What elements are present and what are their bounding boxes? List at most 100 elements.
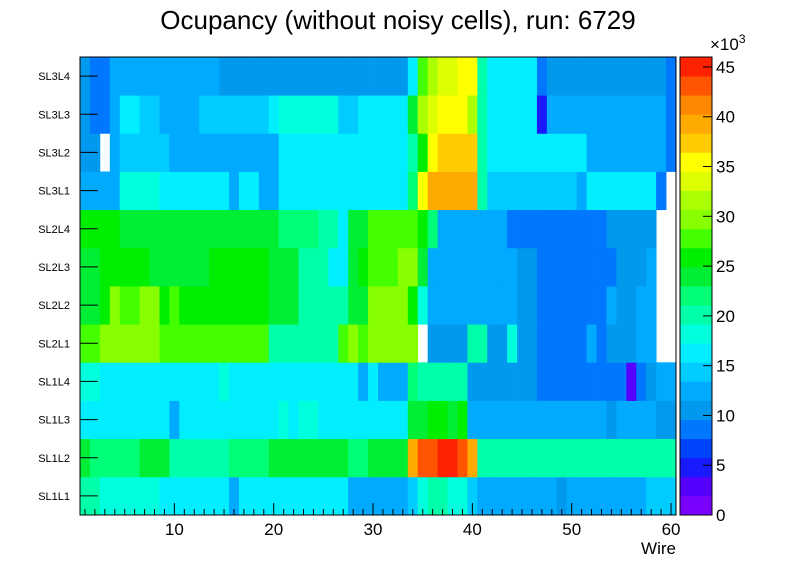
heatmap-cell: [179, 362, 190, 401]
heatmap-cell: [378, 476, 389, 516]
heatmap-cell: [397, 133, 409, 172]
heatmap-cell: [636, 324, 647, 363]
color-scale-swatch: [680, 133, 712, 153]
heatmap-cell: [397, 324, 409, 363]
color-scale-swatch: [680, 438, 712, 459]
heatmap-cell: [616, 133, 627, 172]
heatmap-cell: [288, 247, 299, 287]
heatmap-cell: [407, 286, 419, 325]
heatmap-cell: [477, 400, 488, 440]
heatmap-cell: [417, 438, 429, 478]
heatmap-cell: [437, 57, 448, 96]
heatmap-cell: [536, 324, 548, 363]
heatmap-cell: [268, 171, 280, 211]
heatmap-cell: [139, 476, 150, 516]
heatmap-cell: [189, 324, 200, 363]
heatmap-cell: [199, 209, 210, 249]
color-scale-swatch: [680, 190, 712, 211]
heatmap-cell: [278, 286, 289, 325]
heatmap-cell: [199, 438, 210, 478]
heatmap-cell: [159, 324, 170, 363]
heatmap-cell: [437, 209, 448, 249]
heatmap-cell: [308, 133, 319, 172]
heatmap-cell: [626, 438, 637, 478]
heatmap-cell: [268, 362, 280, 401]
heatmap-cell: [288, 324, 299, 363]
heatmap-cell: [109, 324, 121, 363]
heatmap-cell: [576, 286, 587, 325]
heatmap-cell: [576, 362, 587, 401]
heatmap-cell: [368, 247, 379, 287]
heatmap-cell: [119, 286, 131, 325]
heatmap-cell: [219, 324, 230, 363]
heatmap-cell: [576, 476, 587, 516]
heatmap-cell: [248, 95, 260, 134]
heatmap-cell: [258, 400, 270, 440]
heatmap-cell: [507, 438, 518, 478]
heatmap-cell: [288, 476, 299, 516]
heatmap-cell: [447, 438, 458, 478]
heatmap-cell: [487, 95, 498, 134]
heatmap-cell: [437, 400, 448, 440]
heatmap-cell: [646, 324, 657, 363]
heatmap-cell: [288, 438, 299, 478]
heatmap-cell: [467, 476, 478, 516]
heatmap-cell: [666, 133, 677, 172]
heatmap-cell: [199, 95, 210, 134]
heatmap-cell: [656, 57, 667, 96]
heatmap-cell: [298, 171, 309, 211]
heatmap-cell: [447, 171, 458, 211]
heatmap-cell: [606, 133, 617, 172]
heatmap-cell: [169, 362, 180, 401]
heatmap-cell: [109, 171, 121, 211]
heatmap-cell: [378, 95, 389, 134]
heatmap-cell: [129, 247, 140, 287]
heatmap-cell: [209, 247, 220, 287]
heatmap-cell: [556, 95, 568, 134]
heatmap-cell: [487, 476, 498, 516]
color-scale-label: 5: [716, 456, 725, 475]
color-scale-swatch: [680, 247, 712, 268]
heatmap-cell: [497, 57, 508, 96]
heatmap-cell: [368, 476, 379, 516]
heatmap-cell: [507, 95, 518, 134]
heatmap-cell: [338, 57, 349, 96]
heatmap-cell: [368, 95, 379, 134]
heatmap-cell: [417, 286, 429, 325]
heatmap-cell: [457, 438, 468, 478]
heatmap-cell: [636, 438, 647, 478]
heatmap-cell: [407, 209, 419, 249]
heatmap-cell: [119, 476, 131, 516]
heatmap-cell: [536, 209, 548, 249]
color-scale-swatch: [680, 419, 712, 440]
color-scale-swatch: [680, 495, 712, 516]
heatmap-cell: [288, 400, 299, 440]
heatmap-cell: [129, 324, 140, 363]
heatmap-cell: [606, 400, 617, 440]
heatmap-cell: [139, 133, 150, 172]
heatmap-cell: [397, 362, 409, 401]
color-scale-swatch: [680, 171, 712, 191]
heatmap-cell: [258, 438, 270, 478]
heatmap-cell: [328, 400, 339, 440]
heatmap-cell: [248, 209, 260, 249]
heatmap-cell: [566, 286, 578, 325]
heatmap-cell: [219, 400, 230, 440]
color-scale-swatch: [680, 228, 712, 249]
x-tick-label: 50: [562, 520, 581, 539]
heatmap-cell: [447, 209, 458, 249]
heatmap-cell: [219, 133, 230, 172]
heatmap-cell: [407, 247, 419, 287]
heatmap-cell: [358, 247, 369, 287]
color-scale-label: 20: [716, 307, 735, 326]
heatmap-cell: [209, 286, 220, 325]
heatmap-cell: [248, 133, 260, 172]
heatmap-cell: [507, 324, 518, 363]
heatmap-cell: [238, 133, 250, 172]
y-tick-label: SL3L3: [38, 109, 70, 121]
heatmap-cell: [268, 209, 280, 249]
heatmap-cell: [507, 247, 518, 287]
heatmap-cell: [189, 286, 200, 325]
heatmap-cell: [606, 438, 617, 478]
heatmap-cell: [179, 133, 190, 172]
